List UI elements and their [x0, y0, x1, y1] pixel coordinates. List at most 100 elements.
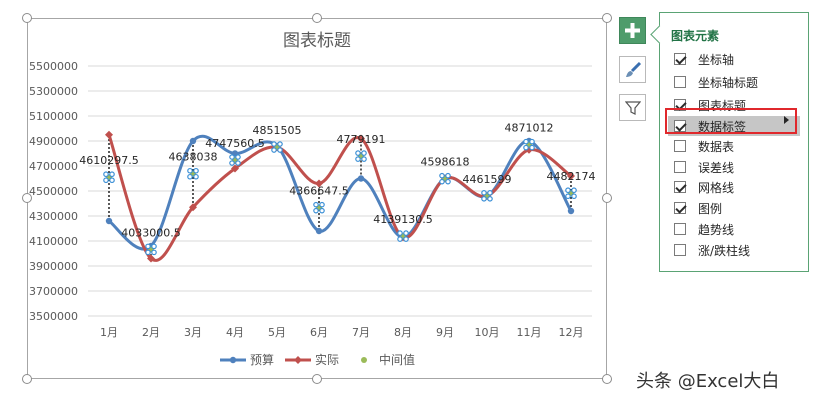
x-tick-label: 3月	[184, 326, 202, 339]
panel-item-label: 数据标签	[698, 119, 747, 134]
panel-item-8[interactable]: 趋势线	[674, 219, 802, 239]
y-tick-label: 4100000	[29, 235, 78, 248]
chart-elements-button[interactable]	[619, 17, 646, 44]
resize-handle	[602, 13, 612, 23]
selection-marker	[565, 193, 571, 200]
check-icon	[675, 181, 687, 193]
panel-item-3[interactable]: 数据标签	[668, 116, 800, 136]
selection-marker	[529, 138, 535, 145]
x-tick-label: 8月	[394, 326, 412, 339]
selection-marker	[145, 249, 151, 256]
data-label: 4033000.5	[121, 226, 181, 239]
selection-marker	[361, 156, 367, 162]
resize-handle	[312, 13, 322, 23]
selection-marker	[571, 193, 577, 200]
plus-icon	[625, 23, 640, 38]
data-label: 4461599	[463, 173, 512, 186]
x-tick-label: 6月	[310, 326, 328, 339]
panel-item-7[interactable]: 图例	[674, 198, 802, 218]
selection-marker	[481, 190, 487, 196]
panel-item-4[interactable]: 数据表	[674, 136, 802, 156]
selection-marker	[109, 177, 115, 184]
x-tick-label: 11月	[517, 326, 542, 339]
data-label: 4610297.5	[79, 154, 139, 167]
actual-point	[357, 134, 365, 143]
resize-handle	[312, 374, 322, 384]
chart-area[interactable]	[27, 18, 607, 379]
panel-item-label: 图例	[698, 201, 723, 216]
selection-marker	[103, 171, 109, 178]
data-label: 4871012	[505, 122, 554, 135]
actual-point	[231, 164, 239, 173]
selection-marker	[109, 171, 115, 178]
y-tick-label: 3700000	[29, 285, 78, 298]
panel-item-label: 坐标轴	[698, 52, 735, 67]
data-label: 4747560.5	[205, 137, 265, 150]
panel-item-9[interactable]: 涨/跌柱线	[674, 240, 802, 260]
brush-icon	[625, 61, 641, 77]
selection-marker	[397, 230, 403, 236]
selection-marker	[529, 144, 535, 151]
selection-marker	[571, 187, 577, 194]
selection-marker	[487, 196, 493, 202]
filter-icon	[624, 100, 641, 115]
watermark: 头条 @Excel大白	[636, 371, 780, 392]
actual-point	[105, 130, 113, 139]
checkbox[interactable]	[674, 120, 687, 132]
y-tick-label: 4500000	[29, 185, 78, 198]
selection-marker	[361, 150, 367, 156]
data-label: 4638038	[169, 151, 218, 164]
x-tick-label: 1月	[100, 326, 118, 339]
checkbox[interactable]	[674, 202, 687, 214]
selection-marker	[277, 141, 283, 147]
checkbox[interactable]	[674, 161, 686, 173]
highlight-box	[665, 108, 797, 134]
submenu-arrow-icon[interactable]	[784, 116, 789, 124]
chart-styles-button[interactable]	[619, 56, 646, 83]
budget-point	[357, 175, 365, 182]
chart-filters-button[interactable]	[619, 94, 646, 121]
checkbox[interactable]	[674, 181, 687, 193]
panel-item-5[interactable]: 误差线	[674, 157, 802, 177]
resize-handle	[22, 193, 32, 203]
resize-handle	[602, 193, 612, 203]
legend-marker	[229, 356, 237, 364]
legend-label: 实际	[315, 352, 339, 367]
checkbox[interactable]	[674, 244, 686, 256]
selection-marker	[187, 173, 193, 180]
selection-marker	[313, 207, 319, 214]
panel-item-0[interactable]: 坐标轴	[674, 49, 802, 69]
check-icon	[675, 202, 687, 214]
legend-marker	[361, 357, 367, 363]
selection-marker	[403, 236, 409, 242]
legend-label: 中间值	[379, 352, 415, 367]
chart-title: 图表标题	[283, 31, 351, 51]
x-tick-label: 12月	[559, 326, 584, 339]
y-tick-label: 5100000	[29, 110, 78, 123]
legend-label: 预算	[250, 352, 274, 367]
y-tick-label: 5500000	[29, 60, 78, 73]
checkbox[interactable]	[674, 53, 687, 65]
selection-marker	[193, 173, 199, 180]
selection-marker	[229, 154, 235, 160]
y-tick-label: 5300000	[29, 85, 78, 98]
data-label: 4482174	[547, 170, 596, 183]
actual-point	[315, 179, 323, 188]
selection-marker	[403, 230, 409, 236]
panel-item-6[interactable]: 网格线	[674, 177, 802, 197]
panel-item-label: 误差线	[698, 160, 735, 175]
panel-item-label: 坐标轴标题	[698, 75, 759, 90]
selection-marker	[481, 196, 487, 202]
selection-marker	[235, 160, 241, 166]
x-tick-label: 9月	[436, 326, 454, 339]
checkbox[interactable]	[674, 76, 686, 88]
checkbox[interactable]	[674, 223, 686, 235]
selection-marker	[355, 150, 361, 156]
resize-handle	[602, 374, 612, 384]
selection-marker	[445, 172, 451, 179]
selection-marker	[151, 249, 157, 256]
panel-item-1[interactable]: 坐标轴标题	[674, 72, 802, 92]
checkbox[interactable]	[674, 140, 686, 152]
selection-marker	[397, 236, 403, 242]
